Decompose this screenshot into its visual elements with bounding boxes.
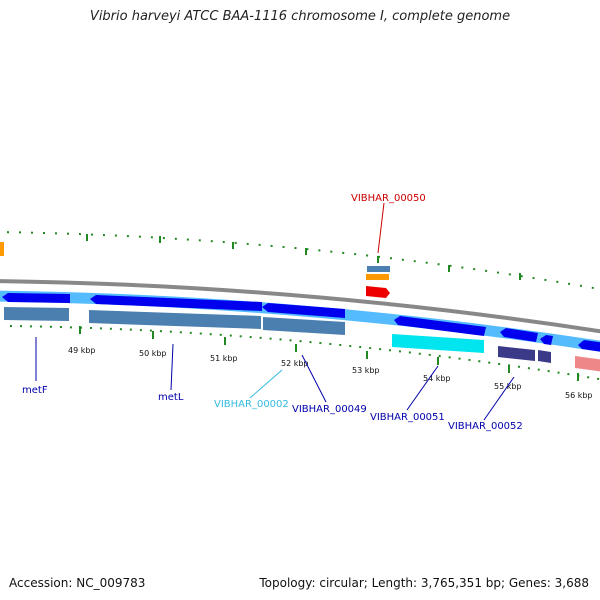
gene-label-vibhar-00051: VIBHAR_00051 xyxy=(370,412,445,423)
gene-reverse-metL xyxy=(89,310,261,329)
gene-forward-3 xyxy=(262,303,345,318)
scale-major-ticks xyxy=(86,234,521,280)
genome-summary-text: Topology: circular; Length: 3,765,351 bp… xyxy=(259,576,589,590)
reverse-genes xyxy=(4,307,600,372)
leader-lines xyxy=(35,202,515,421)
feature-stack xyxy=(366,266,390,298)
gene-forward-4 xyxy=(394,316,486,336)
gene-label-metf: metF xyxy=(22,385,48,396)
scale-label: 54 kbp xyxy=(423,374,451,383)
gene-reverse-salmon xyxy=(575,356,600,372)
scale-label: 50 kbp xyxy=(139,349,167,358)
scale-label: 51 kbp xyxy=(210,354,238,363)
gene-reverse-metF xyxy=(4,307,69,321)
gene-label-vibhar-00052: VIBHAR_00052 xyxy=(448,421,523,432)
gene-forward-1 xyxy=(2,293,70,303)
scale-label: 52 kbp xyxy=(281,359,309,368)
inner-major-ticks xyxy=(79,326,579,381)
gene-reverse-00051 xyxy=(392,334,484,353)
gene-forward-5 xyxy=(500,328,538,342)
gene-label-metl: metL xyxy=(158,392,184,403)
gene-forward-7 xyxy=(578,340,600,352)
gene-reverse-00052a xyxy=(498,346,535,361)
gene-label-vibhar-00050: VIBHAR_00050 xyxy=(351,193,426,204)
forward-genes xyxy=(2,293,600,352)
gene-label-vibhar-00049: VIBHAR_00049 xyxy=(292,404,367,415)
scale-label: 53 kbp xyxy=(352,366,380,375)
scale-dots xyxy=(0,231,600,291)
inner-scale-dots xyxy=(9,325,600,381)
gene-forward-6 xyxy=(540,335,553,345)
gene-reverse-00002 xyxy=(263,317,345,335)
scale-label: 56 kbp xyxy=(565,391,593,400)
edge-feature xyxy=(0,242,4,256)
accession-text: Accession: NC_009783 xyxy=(9,576,146,590)
scale-label: 49 kbp xyxy=(68,346,96,355)
gene-reverse-00052b xyxy=(538,350,551,363)
map-title: Vibrio harveyi ATCC BAA-1116 chromosome … xyxy=(89,9,511,24)
gene-labels: VIBHAR_00050 metF metL VIBHAR_00002 VIBH… xyxy=(22,193,523,432)
genome-backbone xyxy=(0,279,600,334)
gene-label-vibhar-00002: VIBHAR_00002 xyxy=(214,399,289,410)
gene-VIBHAR_00050 xyxy=(366,286,390,298)
gene-forward-2 xyxy=(90,295,262,311)
